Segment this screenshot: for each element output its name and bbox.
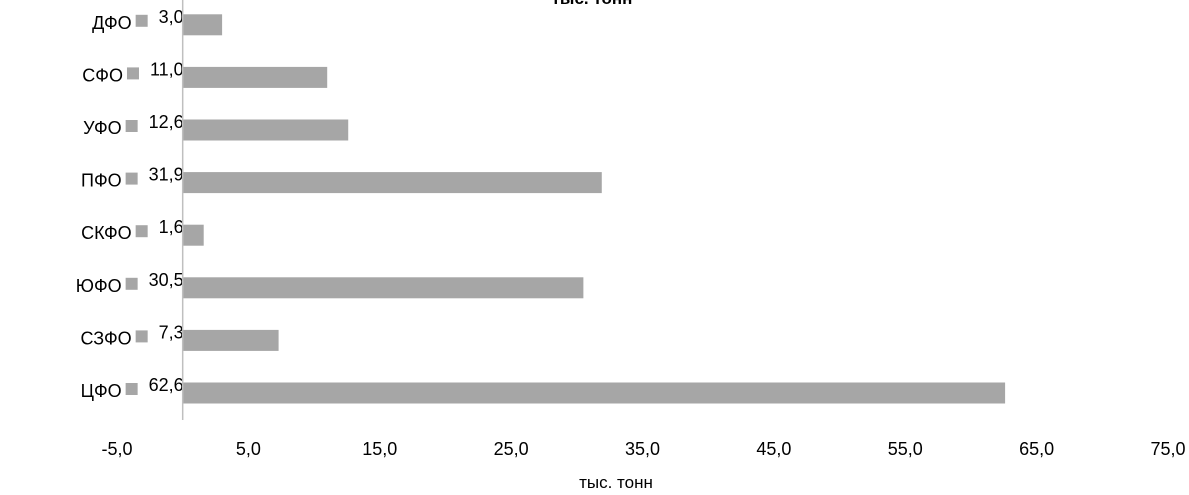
category-label: УФО [83, 118, 122, 138]
data-label: 31,9 [149, 165, 184, 185]
series-marker [126, 67, 139, 80]
bar-ДФО [182, 14, 223, 36]
plot-area: 62,6 ЦФО 7,3 СЗФО 30,5 ЮФО 1,6 СКФО 31,9 ПФО 12,6 У… [76, 7, 1006, 404]
x-tick-label: 35,0 [625, 439, 660, 459]
bar-СЗФО [182, 329, 279, 351]
series-marker [135, 330, 148, 343]
x-tick-label: 75,0 [1150, 439, 1185, 459]
x-tick-label: 15,0 [362, 439, 397, 459]
data-label: 12,6 [149, 112, 184, 132]
data-label: 7,3 [159, 322, 184, 342]
bar-СФО [182, 66, 328, 88]
bar-УФО [182, 119, 349, 141]
bar-СКФО [182, 224, 204, 246]
series-marker [135, 225, 148, 238]
x-tick-label: 5,0 [236, 439, 261, 459]
series-marker [125, 120, 138, 132]
bar-ЦФО [182, 382, 1006, 404]
x-tick-label: 55,0 [888, 439, 923, 459]
chart-title: тыс. тонн [552, 0, 633, 8]
data-label: 62,6 [149, 375, 184, 395]
x-tick-label: 25,0 [494, 439, 529, 459]
series-marker [125, 277, 138, 290]
x-tick-label: -5,0 [101, 439, 132, 459]
category-label: ПФО [81, 171, 122, 191]
category-label: ДФО [92, 13, 131, 33]
category-label: ЦФО [81, 381, 122, 401]
category-label: ЮФО [76, 276, 122, 296]
data-label: 3,0 [159, 7, 184, 27]
data-label: 30,5 [149, 270, 184, 290]
bar-ЮФО [182, 277, 584, 299]
bar-ПФО [182, 172, 602, 194]
series-marker [135, 14, 148, 27]
category-label: СЗФО [81, 328, 132, 348]
data-label: 1,6 [159, 217, 184, 237]
x-tick-label: 45,0 [756, 439, 791, 459]
category-label: СКФО [81, 223, 132, 243]
category-label: СФО [82, 65, 123, 85]
x-tick-label: 65,0 [1019, 439, 1054, 459]
data-label: 11,0 [150, 59, 184, 79]
x-axis-ticks: -5,0 5,0 15,0 25,0 35,0 45,0 55,0 65,0 75,0 [101, 439, 1185, 459]
series-marker [125, 383, 138, 395]
series-marker [125, 172, 138, 185]
x-axis-label: тыс. тонн [579, 473, 653, 492]
